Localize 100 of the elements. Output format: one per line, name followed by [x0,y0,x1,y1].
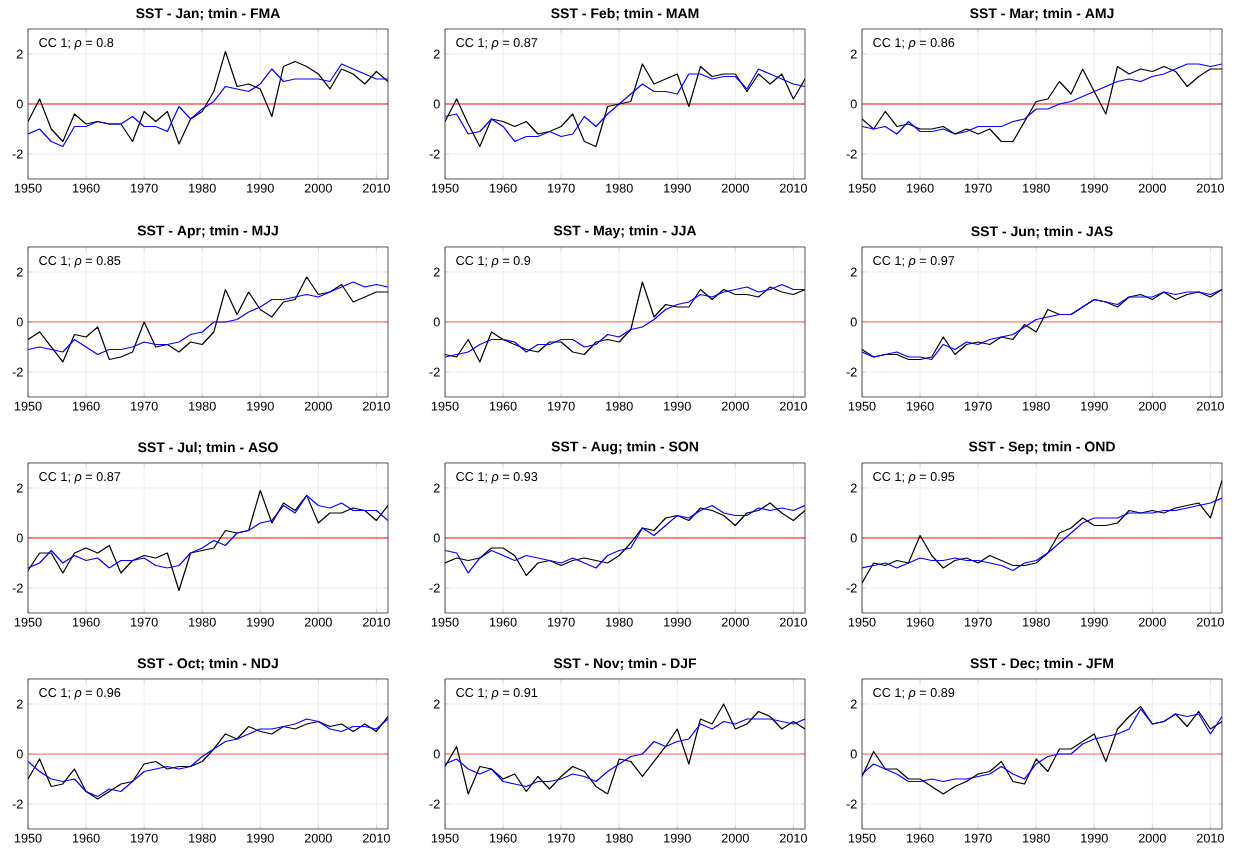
annotation: CC 1; ρ = 0.86 [873,38,955,50]
x-tick-label: 1970 [131,401,158,411]
x-tick-label: 2000 [1138,833,1166,843]
x-tick-label: 1950 [14,833,42,843]
x-tick-label: 1950 [14,183,42,193]
chart-title: SST - Jun; tmin - JAS [971,225,1113,239]
x-tick-label: 1970 [548,833,575,843]
annotation: CC 1; ρ = 0.95 [873,472,955,484]
y-tick-label: -2 [846,583,857,593]
x-tick-label: 1960 [906,183,934,193]
x-tick-label: 1990 [247,833,274,843]
y-tick-label: -2 [12,583,23,593]
y-tick-label: 2 [433,267,440,277]
x-tick-label: 2010 [1196,833,1224,843]
y-tick-label: 0 [433,749,440,759]
y-tick-label: 2 [850,699,857,709]
chart-title: SST - Apr; tmin - MJJ [137,225,278,239]
x-tick-label: 1950 [431,617,459,627]
y-tick-label: 0 [433,317,440,327]
annotation: CC 1; ρ = 0.87 [456,38,538,50]
x-tick-label: 1980 [606,617,633,627]
x-tick-label: 1980 [189,617,216,627]
x-tick-label: 2000 [304,617,332,627]
x-tick-label: 1970 [131,617,158,627]
y-tick-label: -2 [429,799,440,809]
y-tick-label: 2 [433,483,440,493]
y-tick-label: 2 [850,483,857,493]
chart-title: SST - Jan; tmin - FMA [136,7,280,21]
x-tick-label: 2000 [1138,183,1166,193]
y-tick-label: 0 [850,317,857,327]
annotation: CC 1; ρ = 0.9 [456,256,531,268]
x-tick-label: 1960 [906,401,934,411]
x-tick-label: 1970 [548,617,575,627]
x-tick-label: 1980 [1023,401,1050,411]
y-tick-label: 2 [850,49,857,59]
x-tick-label: 1960 [72,617,100,627]
x-tick-label: 2000 [304,401,332,411]
x-tick-label: 1960 [489,183,517,193]
chart-title: SST - May; tmin - JJA [553,225,697,239]
chart-title: SST - Mar; tmin - AMJ [970,7,1114,21]
x-tick-label: 1960 [72,183,100,193]
x-tick-label: 1980 [606,183,633,193]
x-tick-label: 1970 [965,401,992,411]
x-tick-label: 1990 [1081,617,1108,627]
x-tick-label: 1960 [72,833,100,843]
y-tick-label: 2 [850,267,857,277]
x-tick-label: 1980 [606,401,633,411]
x-tick-label: 2000 [721,401,749,411]
y-tick-label: -2 [846,799,857,809]
x-tick-label: 2000 [721,183,749,193]
x-tick-label: 1960 [489,617,517,627]
y-tick-label: 2 [16,49,23,59]
y-tick-label: -2 [12,149,23,159]
y-tick-label: 2 [16,267,23,277]
x-tick-label: 1990 [664,183,691,193]
annotation: CC 1; ρ = 0.85 [39,256,121,268]
x-tick-label: 2000 [304,833,332,843]
x-tick-label: 2010 [779,617,807,627]
x-tick-label: 1990 [1081,401,1108,411]
x-tick-label: 2010 [779,401,807,411]
y-tick-label: -2 [846,367,857,377]
x-tick-label: 1980 [1023,833,1050,843]
x-tick-label: 2000 [721,617,749,627]
annotation: CC 1; ρ = 0.8 [39,38,114,50]
x-tick-label: 1960 [489,401,517,411]
x-tick-label: 1990 [247,401,274,411]
x-tick-label: 1970 [965,183,992,193]
x-tick-label: 1990 [247,617,274,627]
x-tick-label: 1980 [189,183,216,193]
x-tick-label: 2010 [1196,183,1224,193]
y-tick-label: 0 [16,533,23,543]
y-tick-label: 0 [16,99,23,109]
x-tick-label: 1970 [965,833,992,843]
x-tick-label: 1990 [1081,833,1108,843]
x-tick-label: 1990 [247,183,274,193]
y-tick-label: -2 [429,583,440,593]
x-tick-label: 2010 [779,183,807,193]
chart-title: SST - Aug; tmin - SON [551,441,698,455]
x-tick-label: 1950 [848,183,876,193]
y-tick-label: -2 [846,149,857,159]
annotation: CC 1; ρ = 0.87 [39,472,121,484]
x-tick-label: 1980 [189,833,216,843]
y-tick-label: 2 [16,483,23,493]
chart-title: SST - Jul; tmin - ASO [138,441,278,455]
y-tick-label: 0 [850,99,857,109]
x-tick-label: 1990 [664,401,691,411]
y-tick-label: 2 [16,699,23,709]
x-tick-label: 1950 [848,833,876,843]
x-tick-label: 2000 [1138,401,1166,411]
y-tick-label: 0 [433,533,440,543]
x-tick-label: 1950 [14,617,42,627]
x-tick-label: 1970 [548,183,575,193]
annotation: CC 1; ρ = 0.91 [456,688,538,700]
x-tick-label: 2010 [362,617,390,627]
annotation: CC 1; ρ = 0.97 [873,256,955,268]
x-tick-label: 2000 [721,833,749,843]
y-tick-label: -2 [429,149,440,159]
annotation: CC 1; ρ = 0.89 [873,688,955,700]
chart-title: SST - Dec; tmin - JFM [970,657,1114,671]
x-tick-label: 1950 [431,401,459,411]
